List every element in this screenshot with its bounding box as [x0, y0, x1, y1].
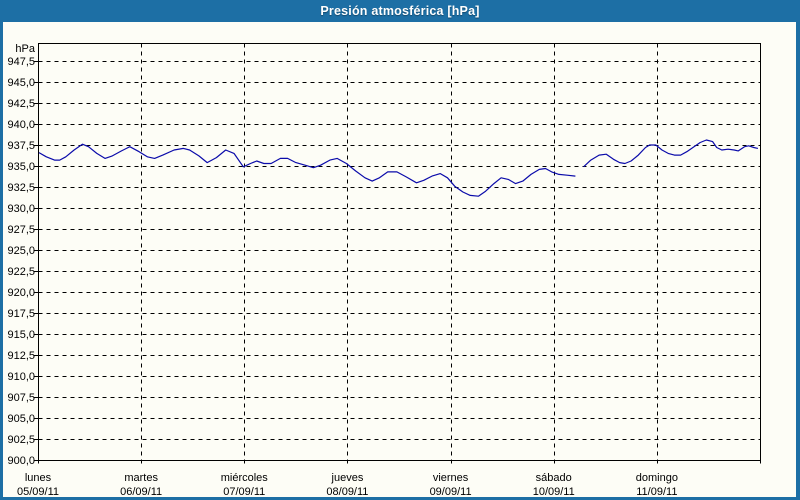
plot-border	[38, 43, 761, 461]
y-tick-label: 940,0	[7, 119, 35, 131]
y-tick-label: 920,0	[7, 287, 35, 299]
y-tick-label: 945,0	[7, 77, 35, 89]
day-date-label: 07/09/11	[223, 486, 265, 498]
y-tick-label: 947,5	[7, 56, 35, 68]
day-name-label: lunes	[25, 472, 52, 484]
pressure-series-segment	[38, 143, 576, 197]
y-tick-label: 927,5	[7, 224, 35, 236]
day-date-label: 08/09/11	[326, 486, 368, 498]
y-tick-label: 925,0	[7, 245, 35, 257]
day-date-label: 09/09/11	[430, 486, 472, 498]
y-tick-label: 922,5	[7, 266, 35, 278]
y-tick-label: 900,0	[7, 455, 35, 467]
day-name-label: sábado	[536, 472, 572, 484]
y-tick-label: 937,5	[7, 140, 35, 152]
chart-background	[3, 22, 796, 497]
title-bar: Presión atmosférica [hPa]	[0, 0, 800, 22]
y-tick-label: 932,5	[7, 182, 35, 194]
day-name-label: viernes	[433, 472, 469, 484]
y-tick-label: 915,0	[7, 329, 35, 341]
pressure-series-segment	[583, 139, 759, 168]
day-name-label: martes	[124, 472, 158, 484]
y-tick-label: 935,0	[7, 161, 35, 173]
y-tick-label: 907,5	[7, 392, 35, 404]
y-axis-unit-label: hPa	[15, 43, 35, 55]
y-tick-label: 902,5	[7, 434, 35, 446]
day-date-label: 11/09/11	[636, 486, 677, 498]
day-date-label: 06/09/11	[120, 486, 162, 498]
window-title: Presión atmosférica [hPa]	[320, 4, 480, 18]
y-tick-label: 930,0	[7, 203, 35, 215]
y-tick-label: 917,5	[7, 308, 35, 320]
day-name-label: domingo	[636, 472, 678, 484]
y-tick-label: 942,5	[7, 98, 35, 110]
day-name-label: jueves	[331, 472, 364, 484]
y-tick-label: 905,0	[7, 413, 35, 425]
day-date-label: 05/09/11	[17, 486, 59, 498]
y-tick-label: 910,0	[7, 371, 35, 383]
grid-layer	[33, 43, 761, 464]
day-name-label: miércoles	[221, 472, 269, 484]
y-tick-label: 912,5	[7, 350, 35, 362]
day-date-label: 10/09/11	[533, 486, 575, 498]
